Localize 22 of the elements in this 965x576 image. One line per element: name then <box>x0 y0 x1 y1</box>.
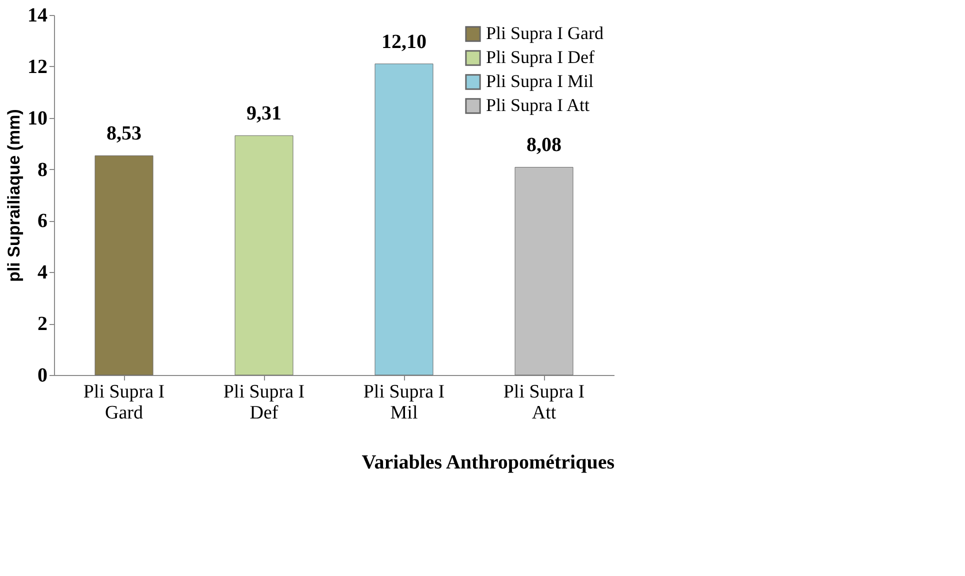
legend-label: Pli Supra I Gard <box>486 23 604 43</box>
x-tick-label: Pli Supra I Def <box>223 382 305 424</box>
data-label: 8,08 <box>526 134 562 156</box>
x-tick-label: Pli Supra I Gard <box>83 382 165 424</box>
data-label: 12,10 <box>382 30 426 53</box>
legend-label: Pli Supra I Def <box>486 47 594 67</box>
y-tick-label: 4 <box>38 262 48 284</box>
y-tick-label: 12 <box>28 56 48 78</box>
data-label: 8,53 <box>106 122 142 145</box>
y-tick-label: 10 <box>28 107 48 130</box>
legend-label: Pli Supra I Att <box>486 95 590 115</box>
y-tick-label: 14 <box>28 4 48 26</box>
legend-label: Pli Supra I Mil <box>486 71 594 91</box>
y-tick-label: 2 <box>38 313 48 336</box>
x-axis-title: Variables Anthropométriques <box>362 452 615 474</box>
y-tick-label: 6 <box>38 210 48 232</box>
y-axis-title: pli Suprailiaque (mm) <box>4 109 24 282</box>
data-label: 9,31 <box>246 102 282 125</box>
y-tick-label: 0 <box>38 364 48 386</box>
y-tick-label: 8 <box>38 158 48 181</box>
x-tick-label: Pli Supra I Mil <box>363 382 445 424</box>
x-tick-label: Pli Supra I Att <box>503 382 585 424</box>
